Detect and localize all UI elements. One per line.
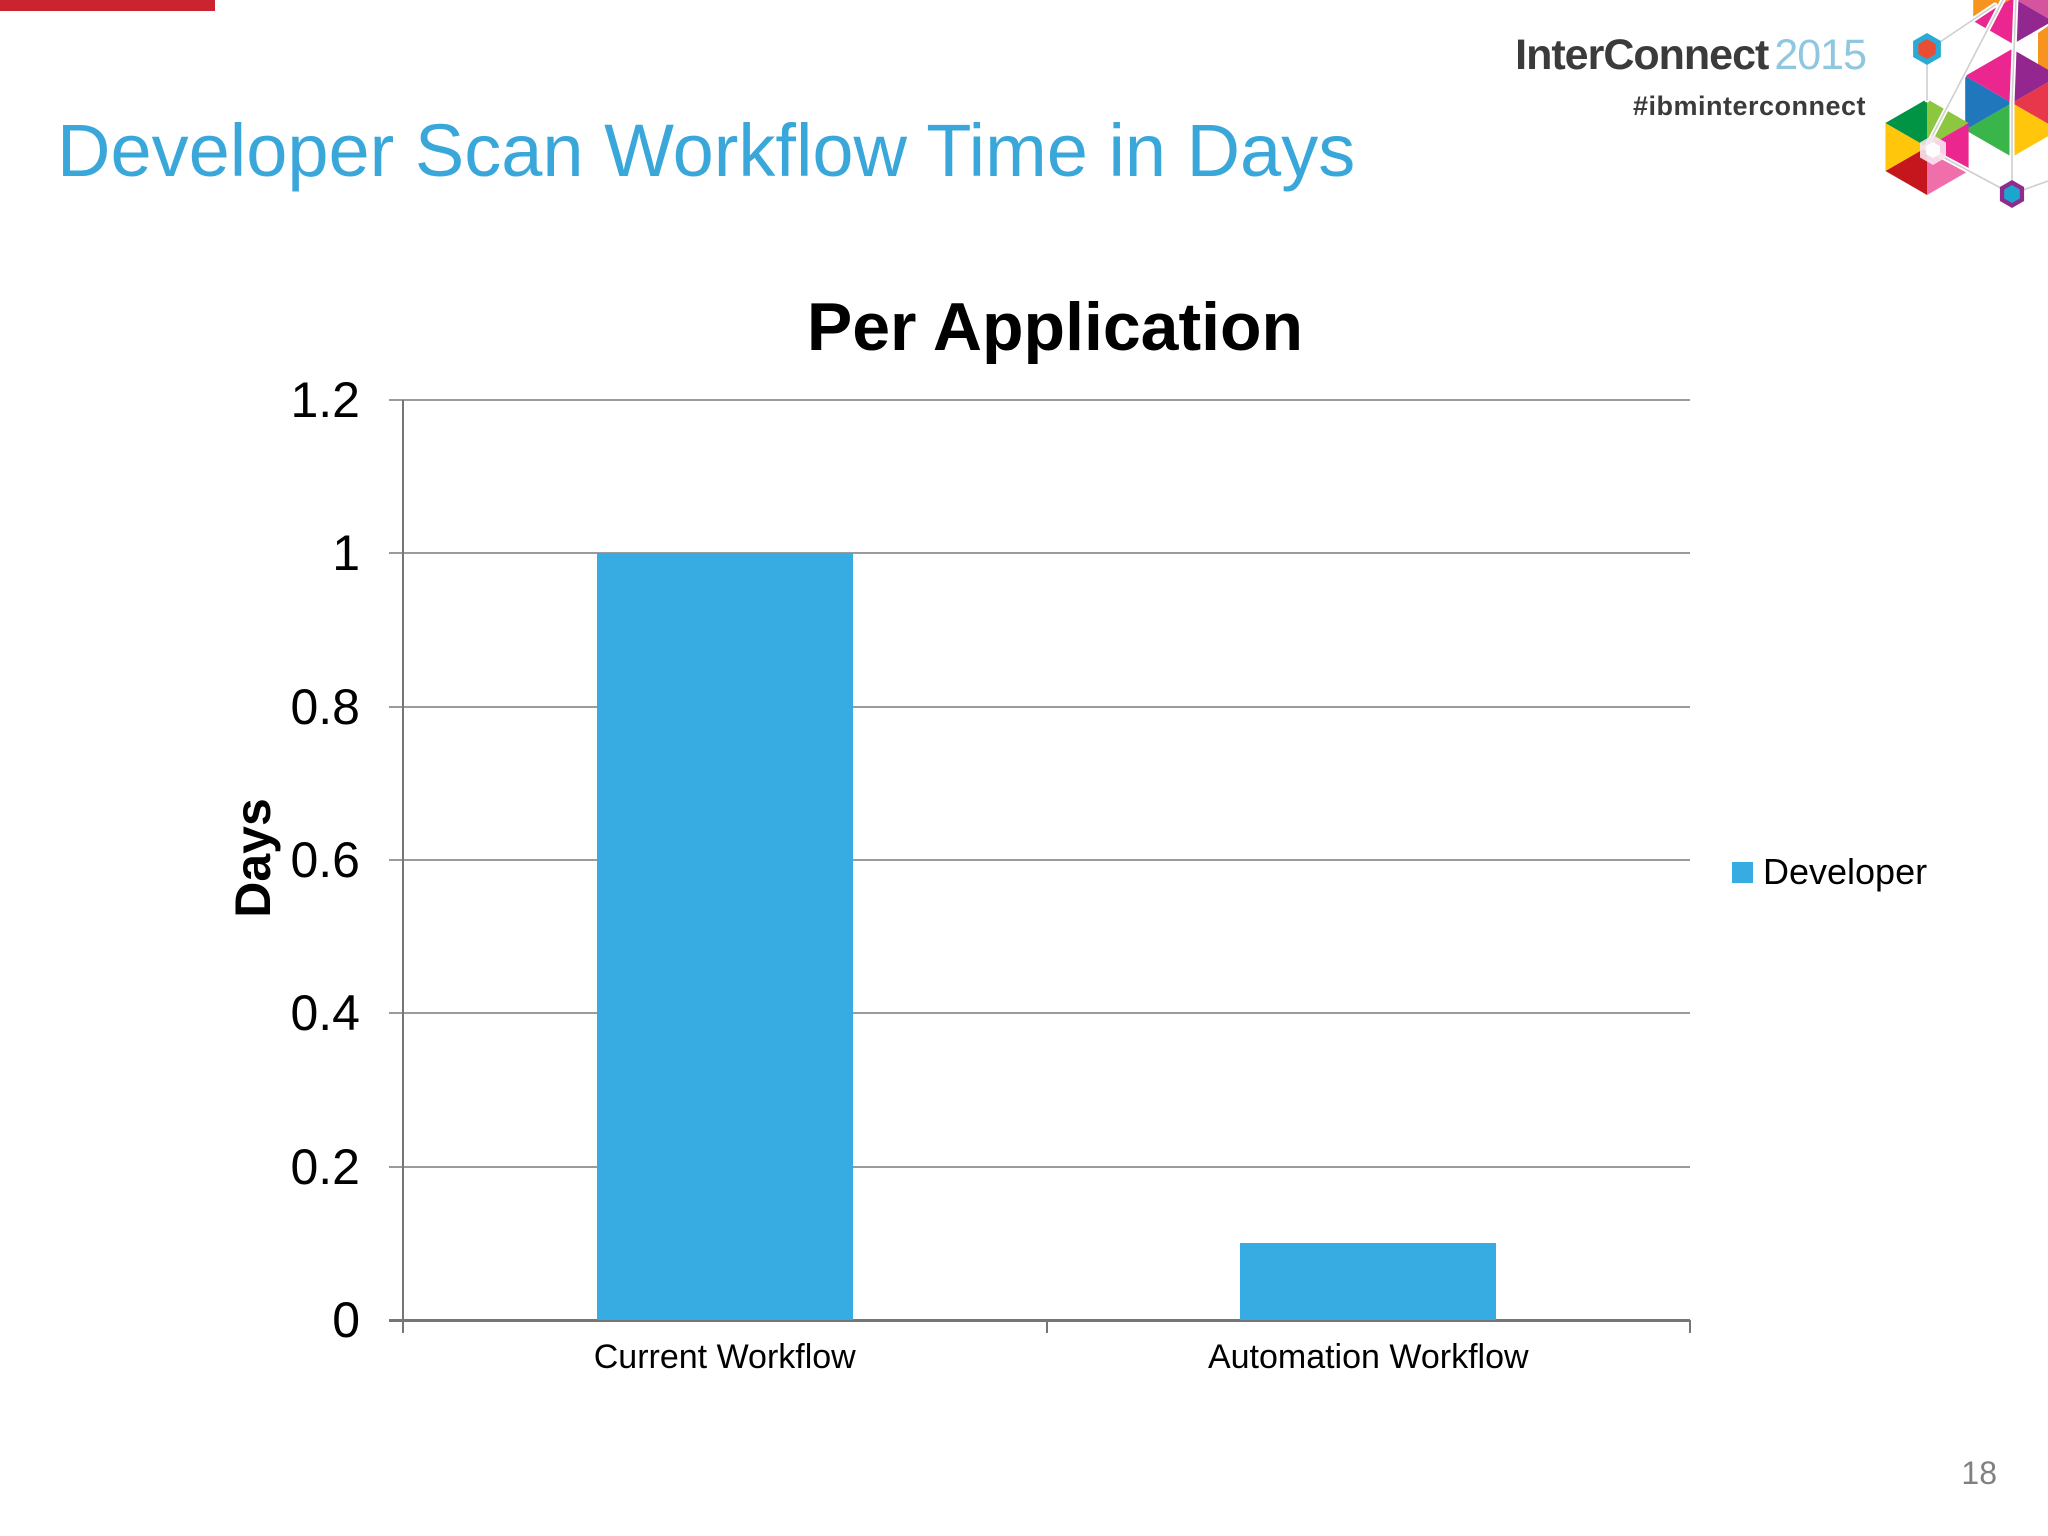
bar-current-workflow bbox=[596, 553, 853, 1320]
x-axis-tick-0 bbox=[402, 1320, 404, 1333]
gridline-1.2 bbox=[389, 399, 1690, 401]
gridline-0.4 bbox=[389, 1012, 1690, 1015]
slide-title: Developer Scan Workflow Time in Days bbox=[57, 109, 1356, 192]
gridline-0.6 bbox=[389, 859, 1690, 861]
x-category-label-1: Automation Workflow bbox=[1207, 1338, 1529, 1376]
chart-title: Per Application bbox=[806, 289, 1304, 365]
hexagon-medium bbox=[1885, 99, 1969, 195]
hexagon-large bbox=[1965, 49, 2048, 157]
y-tick-label-1.2: 1.2 bbox=[290, 372, 360, 428]
brand-logo: InterConnect 2015 #ibminterconnect bbox=[1515, 31, 1867, 121]
brand-logo-wordmark: InterConnect 2015 bbox=[1515, 31, 1867, 79]
legend-swatch-developer bbox=[1732, 861, 1753, 883]
x-axis-tick-2 bbox=[1689, 1320, 1691, 1333]
accent-bar bbox=[0, 0, 215, 11]
logo-interconnect-text: InterConnect bbox=[1515, 31, 1769, 79]
y-tick-label-0.4: 0.4 bbox=[290, 985, 360, 1042]
y-tick-label-0.8: 0.8 bbox=[290, 678, 360, 735]
gridline-0.2 bbox=[389, 1165, 1690, 1168]
y-axis-line bbox=[402, 400, 404, 1320]
bar-automation-workflow bbox=[1240, 1243, 1497, 1320]
y-tick-label-1: 1 bbox=[332, 525, 360, 582]
y-tick-label-0: 0 bbox=[332, 1292, 360, 1348]
hexagon-node-teal bbox=[1999, 180, 2025, 208]
hexagon-node-red bbox=[1913, 33, 1941, 65]
hexagon-cluster-icon bbox=[1885, 0, 2048, 208]
gridline-0.8 bbox=[389, 705, 1690, 708]
legend: Developer bbox=[1732, 854, 1927, 890]
x-category-label-0: Current Workflow bbox=[593, 1338, 856, 1376]
y-tick-label-0.6: 0.6 bbox=[290, 832, 360, 888]
logo-hashtag: #ibminterconnect bbox=[1632, 91, 1866, 121]
logo-year-text: 2015 bbox=[1774, 31, 1867, 79]
page-number: 18 bbox=[1961, 1455, 1997, 1491]
hexagon-medium-center bbox=[1920, 135, 1946, 165]
gridline-1 bbox=[389, 552, 1690, 555]
x-axis-tick-1 bbox=[1045, 1320, 1048, 1333]
y-tick-label-0.2: 0.2 bbox=[290, 1138, 360, 1195]
gridline-0 bbox=[389, 1319, 1690, 1322]
legend-label: Developer bbox=[1763, 851, 1928, 892]
